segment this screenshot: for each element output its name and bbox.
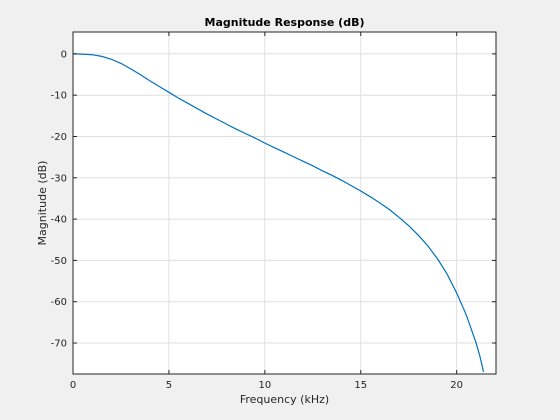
x-tick-label: 20 <box>450 380 463 391</box>
x-tick-label: 10 <box>258 380 271 391</box>
y-tick-label: -30 <box>51 173 67 184</box>
axes <box>72 31 497 375</box>
ticks: 0 5 10 15 20 0 -10 -20 -30 -40 -50 -60 -70 <box>51 32 496 391</box>
plot-area <box>73 32 496 374</box>
y-tick-label: -40 <box>51 215 67 226</box>
y-tick-label: -50 <box>51 256 67 267</box>
x-tick-label: 5 <box>166 380 172 391</box>
x-tick-label: 0 <box>70 380 76 391</box>
y-tick-label: 0 <box>61 49 67 60</box>
grid-lines <box>72 32 496 374</box>
y-tick-label: -70 <box>51 339 67 350</box>
y-tick-label: -10 <box>51 91 67 102</box>
x-tick-label: 15 <box>354 380 367 391</box>
x-axis-label: Frequency (kHz) <box>240 393 329 406</box>
axes-box <box>72 31 497 375</box>
magnitude-response-line <box>72 53 485 373</box>
y-axis-label: Magnitude (dB) <box>36 161 49 246</box>
chart-title: Magnitude Response (dB) <box>205 16 365 29</box>
y-tick-label: -20 <box>51 132 67 143</box>
data-layer <box>72 53 485 373</box>
y-tick-label: -60 <box>51 297 67 308</box>
